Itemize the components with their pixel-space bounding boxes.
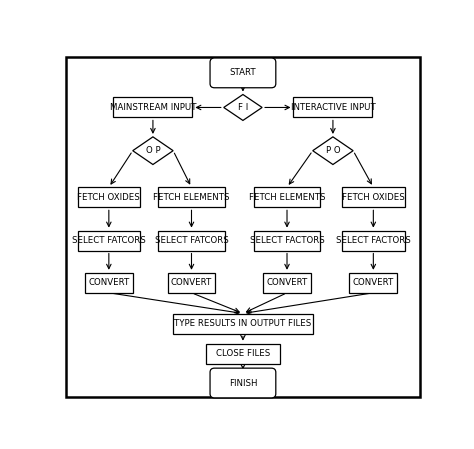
Text: FETCH OXIDES: FETCH OXIDES xyxy=(342,193,405,202)
FancyBboxPatch shape xyxy=(113,97,192,118)
FancyBboxPatch shape xyxy=(293,97,373,118)
FancyBboxPatch shape xyxy=(342,230,405,251)
Text: SELECT FACTORS: SELECT FACTORS xyxy=(336,236,410,245)
Text: FETCH ELEMENTS: FETCH ELEMENTS xyxy=(249,193,325,202)
Text: START: START xyxy=(229,68,256,77)
Text: TYPE RESULTS IN OUTPUT FILES: TYPE RESULTS IN OUTPUT FILES xyxy=(174,319,311,328)
FancyBboxPatch shape xyxy=(78,187,140,207)
Text: CONVERT: CONVERT xyxy=(353,278,394,287)
Text: FINISH: FINISH xyxy=(228,379,257,387)
FancyBboxPatch shape xyxy=(206,343,280,364)
Text: O P: O P xyxy=(146,146,160,155)
Text: CONVERT: CONVERT xyxy=(88,278,129,287)
FancyBboxPatch shape xyxy=(173,313,313,334)
FancyBboxPatch shape xyxy=(254,230,320,251)
FancyBboxPatch shape xyxy=(168,273,215,293)
Text: CONVERT: CONVERT xyxy=(266,278,308,287)
Text: P O: P O xyxy=(326,146,340,155)
FancyBboxPatch shape xyxy=(210,58,276,88)
FancyBboxPatch shape xyxy=(158,187,225,207)
Text: FETCH ELEMENTS: FETCH ELEMENTS xyxy=(153,193,230,202)
Text: CLOSE FILES: CLOSE FILES xyxy=(216,349,270,358)
FancyBboxPatch shape xyxy=(85,273,133,293)
FancyBboxPatch shape xyxy=(210,368,276,398)
Text: INTERACTIVE INPUT: INTERACTIVE INPUT xyxy=(291,103,375,112)
FancyBboxPatch shape xyxy=(263,273,311,293)
FancyBboxPatch shape xyxy=(342,187,405,207)
Polygon shape xyxy=(224,94,262,120)
FancyBboxPatch shape xyxy=(254,187,320,207)
FancyBboxPatch shape xyxy=(78,230,140,251)
Text: SELECT FACTORS: SELECT FACTORS xyxy=(250,236,324,245)
Text: SELECT FATCORS: SELECT FATCORS xyxy=(155,236,228,245)
Polygon shape xyxy=(133,137,173,164)
FancyBboxPatch shape xyxy=(349,273,397,293)
Text: MAINSTREAM INPUT: MAINSTREAM INPUT xyxy=(109,103,196,112)
Polygon shape xyxy=(313,137,353,164)
Text: F I: F I xyxy=(238,103,248,112)
Text: SELECT FATCORS: SELECT FATCORS xyxy=(72,236,146,245)
Text: CONVERT: CONVERT xyxy=(171,278,212,287)
FancyBboxPatch shape xyxy=(158,230,225,251)
Text: FETCH OXIDES: FETCH OXIDES xyxy=(77,193,140,202)
